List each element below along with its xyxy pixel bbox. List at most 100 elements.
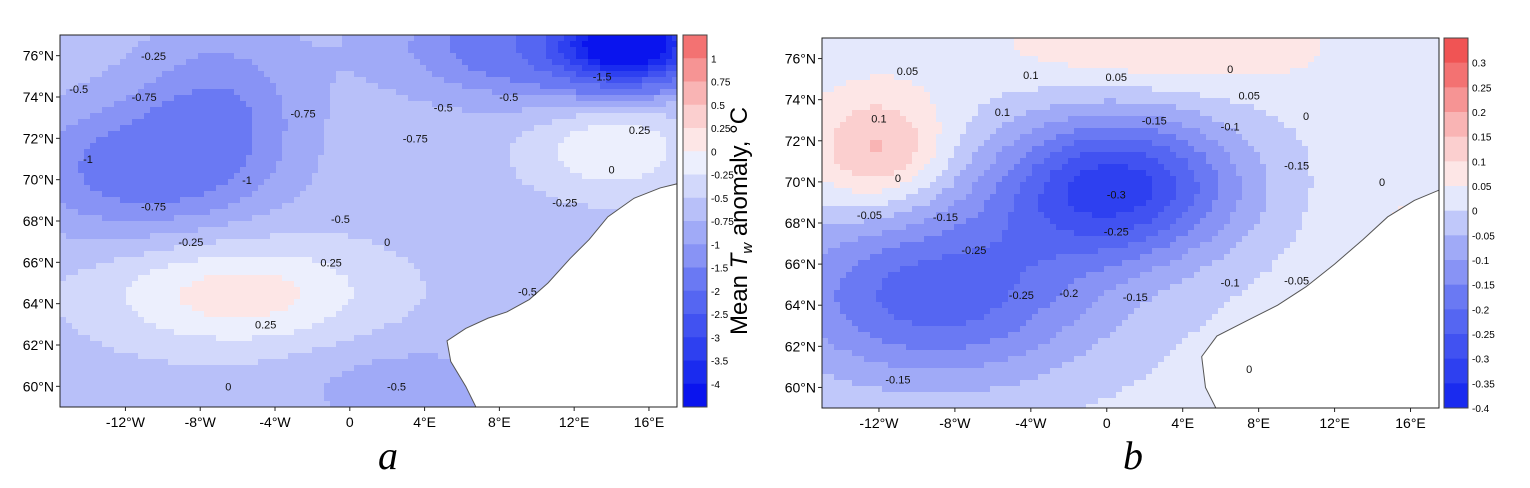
contour-label: -1.5 <box>593 71 612 83</box>
colorbar-tick-label: -0.3 <box>1472 355 1490 366</box>
y-tick-label: 72°N <box>23 130 54 146</box>
y-tick-label: 62°N <box>23 337 54 353</box>
y-tick-label: 68°N <box>23 213 54 229</box>
colorbar-swatch <box>683 198 707 222</box>
contour-label: 0.05 <box>1238 91 1259 103</box>
colorbar-swatch <box>1444 211 1468 236</box>
y-tick-label: 74°N <box>23 89 54 105</box>
colorbar-swatch <box>683 175 707 199</box>
contour-label: -0.25 <box>178 237 203 249</box>
colorbar-tick-label: -2 <box>711 287 720 298</box>
colorbar-swatch <box>1444 186 1468 211</box>
y-tick-label: 62°N <box>785 338 816 354</box>
x-tick-label: 4°E <box>413 414 436 430</box>
colorbar: 10.750.50.250-0.25-0.5-0.75-1-1.5-2-2.5-… <box>683 35 756 408</box>
colorbar-title: Mean Tw anomaly, °C <box>726 107 756 335</box>
contour-label: -0.5 <box>387 381 406 393</box>
y-tick-label: 76°N <box>785 51 816 67</box>
contour-label: 0.25 <box>629 125 650 137</box>
x-tick-label: -8°W <box>185 414 217 430</box>
colorbar-swatch <box>683 291 707 315</box>
colorbar-swatch <box>1444 383 1468 408</box>
colorbar-swatch <box>1444 359 1468 384</box>
y-tick-label: 72°N <box>785 133 816 149</box>
contour-label: -0.25 <box>1104 226 1129 238</box>
colorbar-swatch <box>1444 112 1468 137</box>
colorbar-swatch <box>683 35 707 59</box>
colorbar-swatch <box>1444 38 1468 63</box>
colorbar-swatch <box>1444 309 1468 334</box>
colorbar-tick-label: 0.5 <box>711 101 725 112</box>
colorbar-swatch <box>1444 235 1468 260</box>
colorbar-swatch <box>683 128 707 152</box>
contour-label: -1 <box>83 154 93 166</box>
contour-label: -0.75 <box>141 202 166 214</box>
x-tick-label: 0 <box>1103 415 1111 431</box>
contour-label: 0.1 <box>1023 70 1038 82</box>
contour-label: -0.15 <box>1284 161 1309 173</box>
x-tick-label: -12°W <box>859 415 899 431</box>
colorbar-swatch <box>1444 334 1468 359</box>
contour-label: 0.05 <box>897 66 918 78</box>
y-tick-label: 76°N <box>23 48 54 64</box>
contour-label: -0.5 <box>518 286 537 298</box>
contour-label: -0.75 <box>291 109 316 121</box>
x-tick-label: 12°E <box>559 414 590 430</box>
colorbar-swatch <box>683 268 707 292</box>
colorbar-swatch <box>683 384 707 408</box>
colorbar-swatch <box>683 244 707 268</box>
y-tick-label: 64°N <box>23 296 54 312</box>
y-tick-label: 70°N <box>23 172 54 188</box>
colorbar-swatch <box>1444 137 1468 162</box>
contour-label: 0.05 <box>1106 72 1127 84</box>
x-tick-label: 12°E <box>1319 415 1350 431</box>
contour-label: -0.75 <box>403 133 428 145</box>
colorbar-swatch <box>683 58 707 82</box>
contour-label: 0 <box>225 381 231 393</box>
contour-label: -0.5 <box>331 214 350 226</box>
x-tick-label: -4°W <box>259 414 291 430</box>
x-tick-label: 16°E <box>634 414 665 430</box>
y-tick-label: 60°N <box>23 378 54 394</box>
y-tick-label: 64°N <box>785 297 816 313</box>
contour-label: 0 <box>608 164 614 176</box>
contour-label: -0.15 <box>1142 115 1167 127</box>
colorbar-swatch <box>683 337 707 361</box>
colorbar-swatch <box>683 105 707 129</box>
colorbar-tick-label: 0.3 <box>1472 59 1486 70</box>
contour-label: -0.5 <box>69 84 88 96</box>
colorbar-tick-label: -0.4 <box>1472 404 1490 415</box>
contour-label: -0.15 <box>933 212 958 224</box>
y-tick-label: 60°N <box>785 379 816 395</box>
x-tick-label: -8°W <box>939 415 971 431</box>
panel-b-caption: b <box>1123 432 1143 479</box>
x-tick-label: -4°W <box>1015 415 1047 431</box>
contour-label: -0.5 <box>499 92 518 104</box>
colorbar-swatch <box>683 314 707 338</box>
panel-a-caption: a <box>378 432 398 479</box>
colorbar-tick-label: -0.2 <box>1472 305 1490 316</box>
contour-label: -0.15 <box>885 374 910 386</box>
colorbar-tick-label: 0.05 <box>1472 182 1492 193</box>
colorbar-tick-label: 0 <box>711 147 717 158</box>
colorbar-swatch <box>683 361 707 385</box>
x-tick-label: 4°E <box>1171 415 1194 431</box>
colorbar-tick-label: -0.25 <box>1472 330 1495 341</box>
contour-label: -0.05 <box>857 210 882 222</box>
contour-label: 0.25 <box>320 257 341 269</box>
colorbar-tick-label: 0 <box>1472 207 1478 218</box>
colorbar-swatch <box>683 221 707 245</box>
y-tick-label: 70°N <box>785 174 816 190</box>
contour-label: -0.3 <box>1107 189 1126 201</box>
colorbar-tick-label: -3.5 <box>711 357 729 368</box>
colorbar-tick-label: 0.25 <box>1472 83 1492 94</box>
contour-label: -0.2 <box>1059 288 1078 300</box>
contour-label: -0.25 <box>961 245 986 257</box>
contour-label: 0.1 <box>995 107 1010 119</box>
colorbar-tick-label: -0.1 <box>1472 256 1490 267</box>
colorbar-tick-label: -3 <box>711 333 720 344</box>
contour-label: 0.1 <box>871 113 886 125</box>
